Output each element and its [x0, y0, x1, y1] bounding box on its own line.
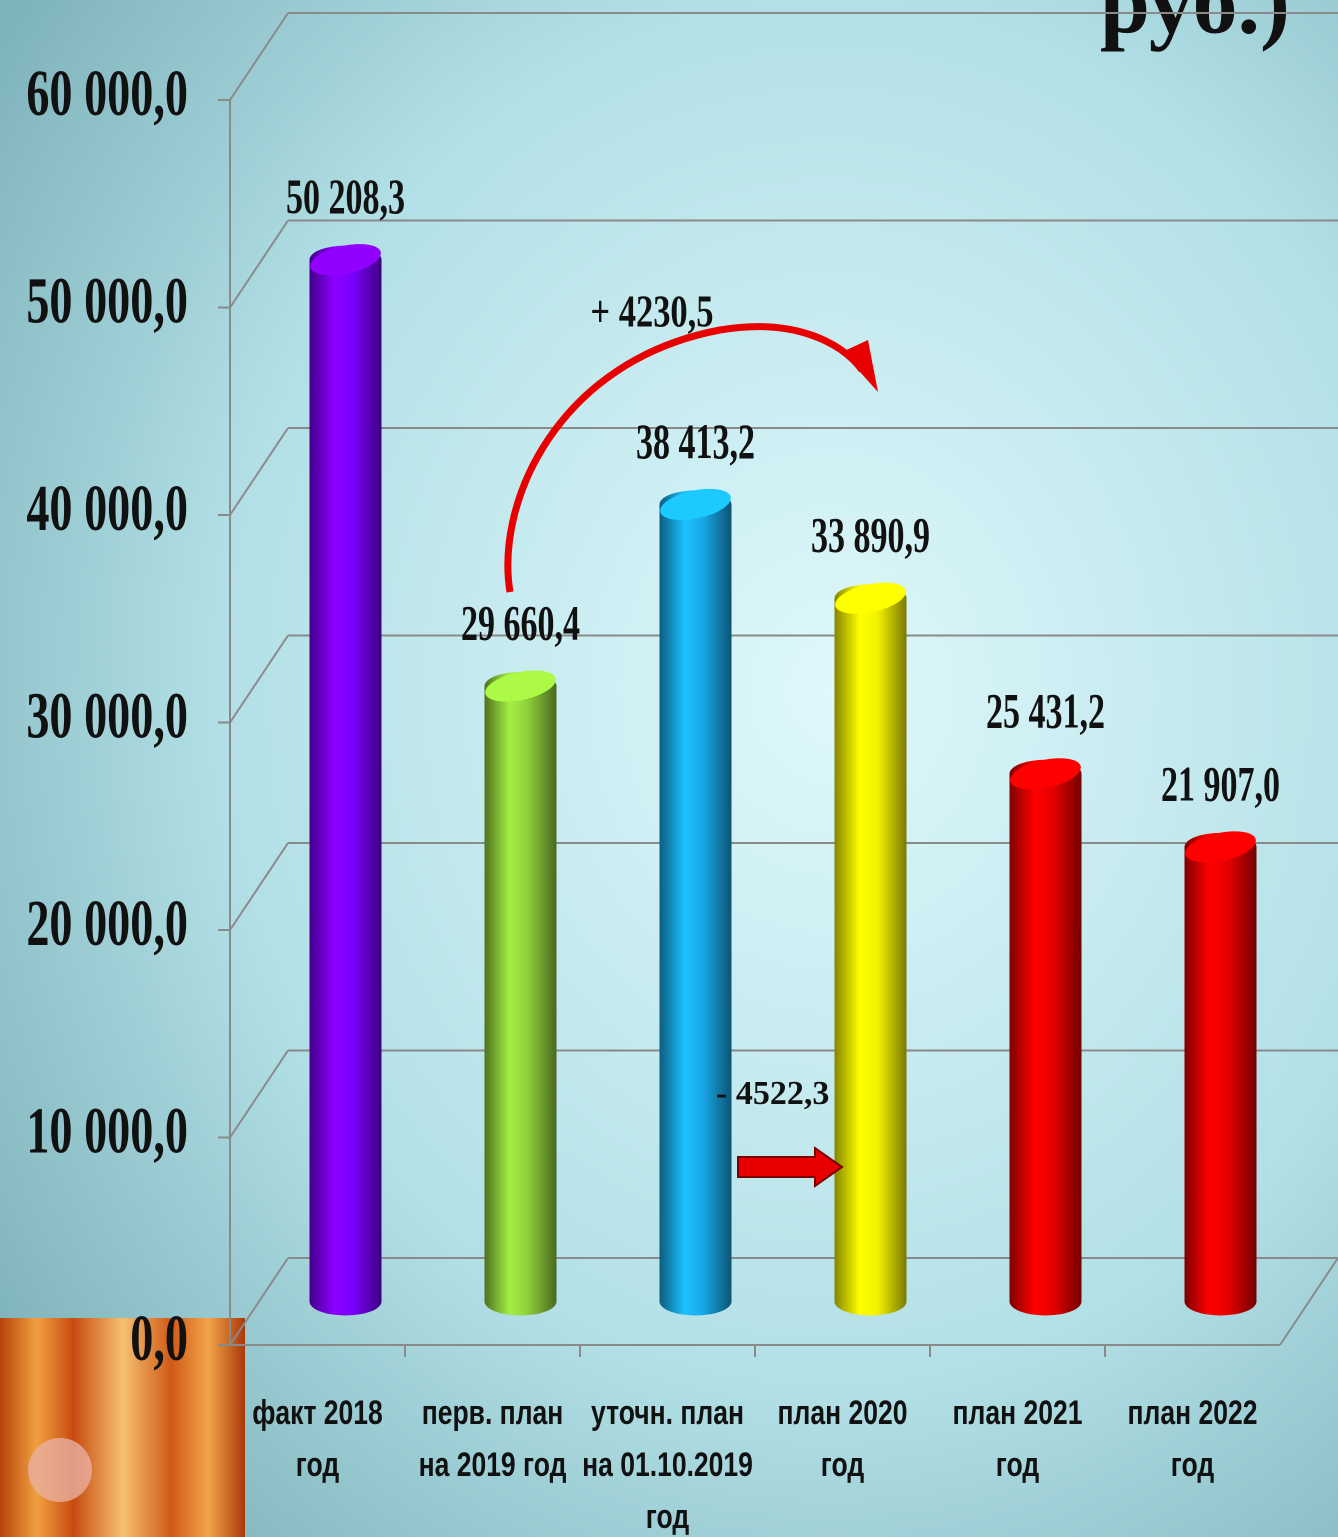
bar-cap — [485, 670, 556, 702]
x-tick-label: год — [296, 1446, 339, 1484]
grid-line — [229, 12, 289, 101]
x-tick-label: на 01.10.2019 — [582, 1446, 753, 1484]
bar-cap — [1010, 758, 1081, 790]
y-tick-label: 0,0 — [130, 1302, 188, 1375]
bar-cap — [835, 582, 906, 614]
grid-line — [229, 1257, 289, 1346]
x-tick-label: год — [646, 1498, 689, 1536]
bar — [659, 490, 732, 1316]
x-tick-label: факт 2018 — [252, 1394, 383, 1432]
grid-line — [229, 634, 289, 724]
y-tick-label: 20 000,0 — [26, 887, 188, 960]
x-tick-label: перв. план — [422, 1394, 564, 1432]
y-tick-label: 10 000,0 — [26, 1095, 188, 1168]
bar-cap — [1185, 831, 1256, 863]
x-tick-label: план 2020 — [778, 1394, 908, 1432]
bar — [1184, 832, 1257, 1316]
arrow-head — [842, 340, 878, 392]
annotation: - 4522,3 — [716, 1075, 829, 1112]
bar — [1009, 759, 1082, 1316]
value-label: 29 660,4 — [461, 596, 580, 651]
bar-cap — [660, 488, 731, 521]
grid-line — [229, 427, 289, 516]
floor-edge — [1279, 1257, 1338, 1346]
x-tick-label: план 2021 — [953, 1394, 1083, 1432]
photo-emblem — [28, 1438, 92, 1502]
grid-line — [229, 842, 289, 931]
y-tick-label: 30 000,0 — [26, 680, 188, 753]
y-tick-label: 60 000,0 — [26, 57, 188, 130]
value-label: 50 208,3 — [286, 170, 405, 225]
x-tick-label: год — [821, 1446, 864, 1484]
grid-line — [229, 219, 289, 309]
x-tick-label: план 2022 — [1128, 1394, 1258, 1432]
value-label: 33 890,9 — [811, 508, 930, 563]
plot: 0,0 10 000,0 20 000,0 30 000,0 40 000,0 50 00… — [26, 12, 1338, 1536]
y-tick-label: 40 000,0 — [26, 472, 188, 545]
grid-line — [229, 1049, 289, 1139]
value-label: 21 907,0 — [1161, 757, 1280, 812]
bar-cap — [310, 244, 381, 276]
value-label: 38 413,2 — [636, 415, 755, 470]
y-tick-label: 50 000,0 — [26, 265, 188, 338]
bar — [834, 584, 907, 1316]
photo — [0, 1318, 245, 1537]
bar — [309, 245, 382, 1316]
x-tick-label: год — [1171, 1446, 1214, 1484]
x-tick-label: уточн. план — [591, 1394, 744, 1432]
bar — [484, 672, 557, 1316]
annotation: + 4230,5 — [590, 286, 713, 337]
arrow-block — [737, 1146, 844, 1188]
x-tick-label: год — [996, 1446, 1039, 1484]
x-tick-label: на 2019 год — [419, 1446, 567, 1484]
arrow-curve — [504, 323, 865, 593]
value-label: 25 431,2 — [986, 684, 1105, 739]
chart-title: руб.) — [1100, 0, 1290, 53]
